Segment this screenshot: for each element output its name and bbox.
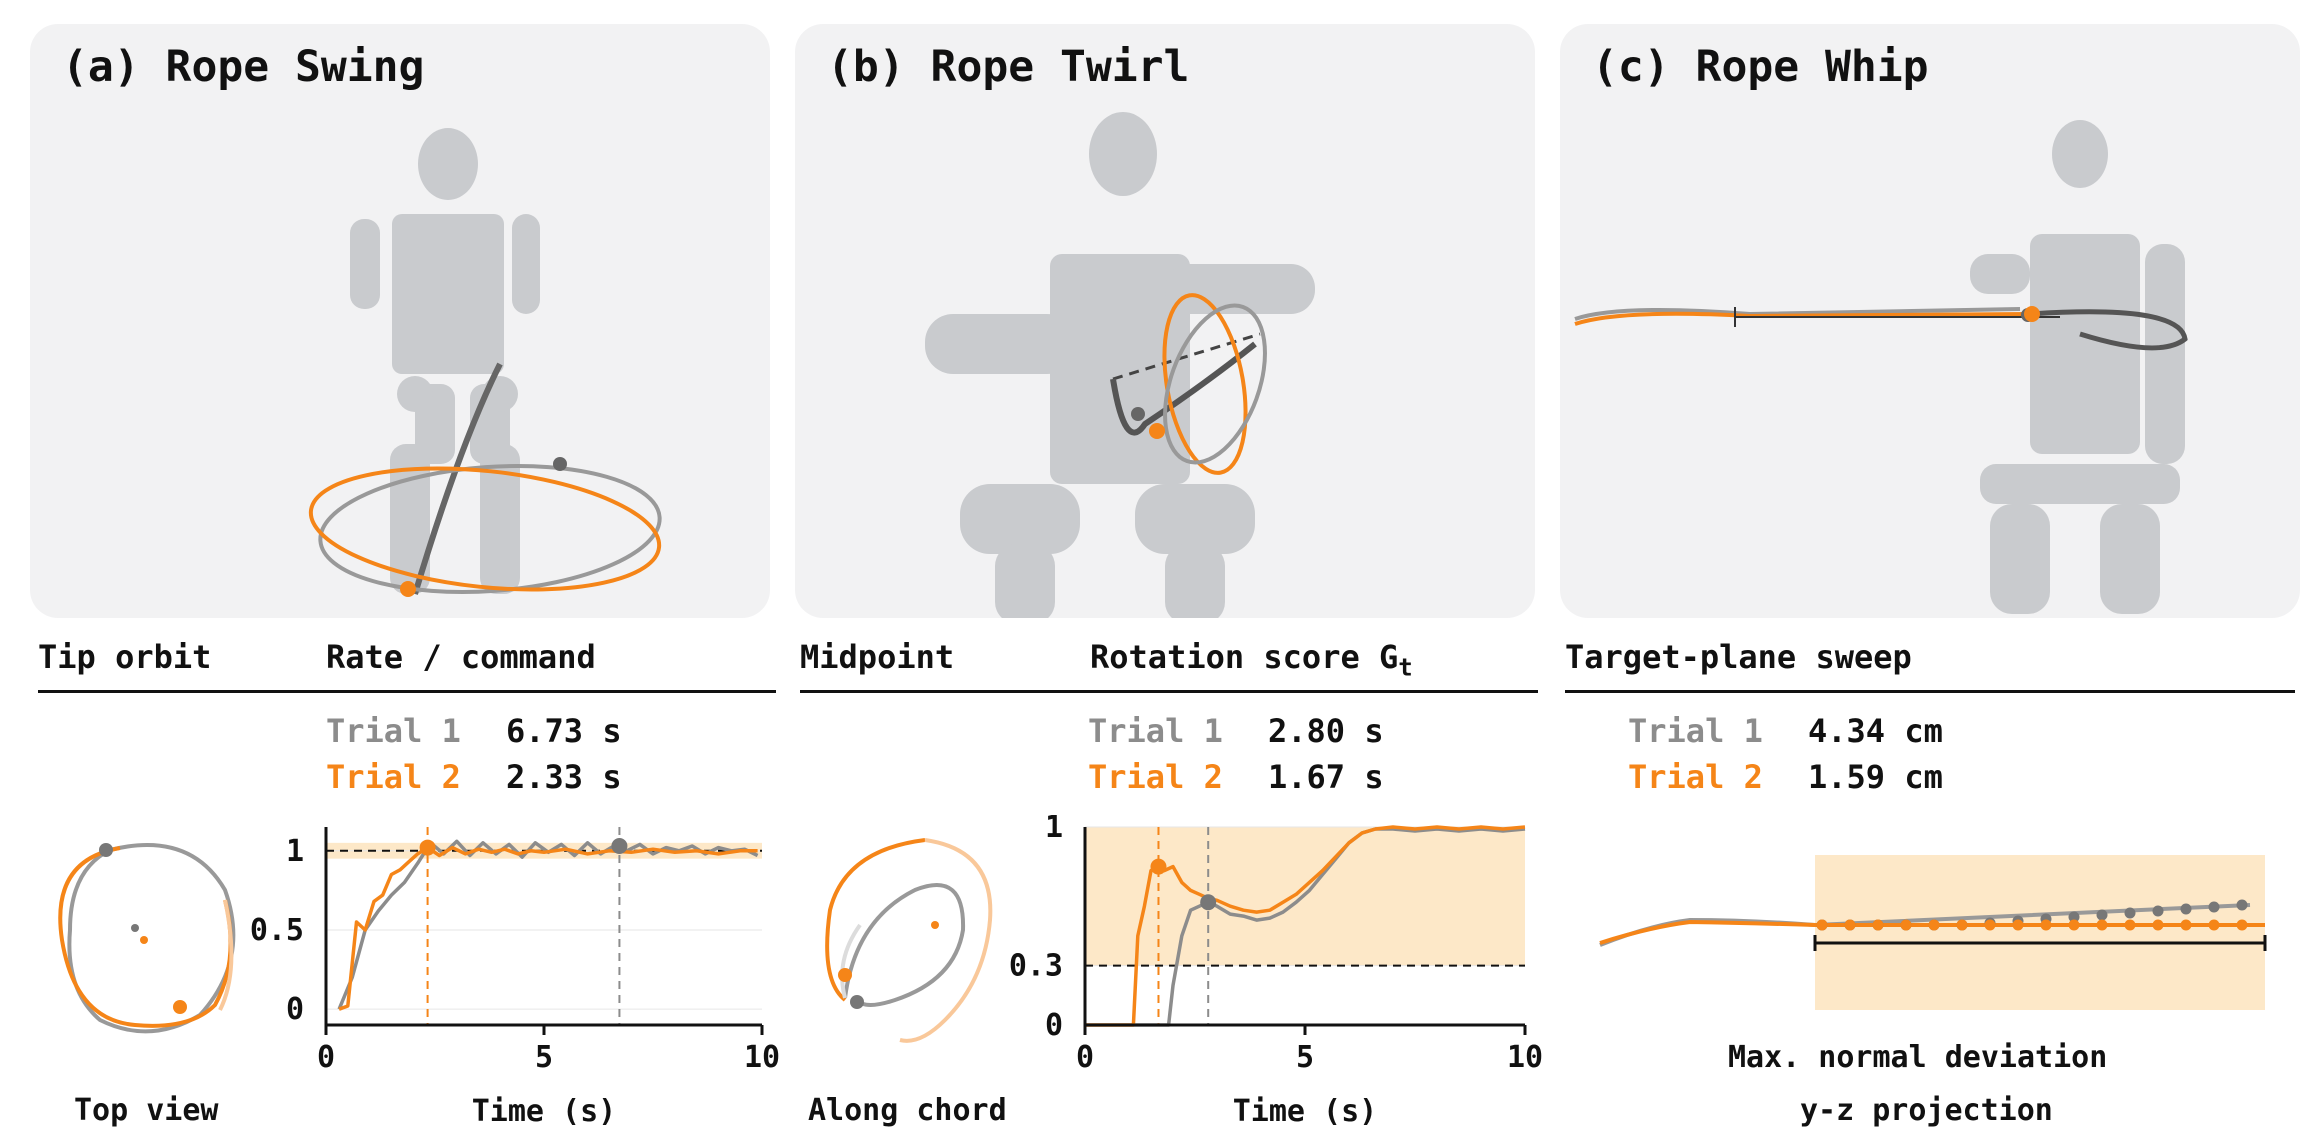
section-rate-command: Rate / command — [326, 638, 596, 676]
caption-along-chord: Along chord — [808, 1093, 1007, 1128]
panel-b-title: (b) Rope Twirl — [827, 42, 1190, 92]
projection-point-trial2 — [2208, 919, 2220, 931]
projection-point-trial1 — [2096, 909, 2108, 921]
rotation-score-label: Rotation score G — [1090, 638, 1399, 676]
legend-c-trial1-value: 4.34 cm — [1808, 712, 1943, 750]
panel-a-title: (a) Rope Swing — [62, 42, 425, 92]
projection-trial2 — [1599, 919, 2265, 945]
chart-rate-command: 0 5 10 0 0.5 1 Time (s) — [250, 827, 780, 1129]
section-target-plane: Target-plane sweep — [1565, 638, 1912, 676]
projection-point-trial1 — [2124, 907, 2136, 919]
x-tick-label: 0 — [1076, 1040, 1094, 1075]
legend-c-trial2-value: 1.59 cm — [1808, 758, 1943, 796]
panel-a-card: (a) Rope Swing — [30, 24, 770, 618]
caption-projection: y-z projection — [1800, 1093, 2053, 1128]
legend-b-trial1-value: 2.80 s — [1268, 712, 1384, 750]
y-tick-label: 0 — [1045, 1008, 1063, 1043]
section-tip-orbit: Tip orbit — [38, 638, 212, 676]
y-tick-label: 0 — [286, 992, 304, 1027]
y-tick-label: 1 — [1045, 815, 1063, 845]
projection-point-trial1 — [2152, 905, 2164, 917]
deviation-band — [1815, 855, 2265, 1010]
projection-point-trial2 — [1984, 919, 1996, 931]
x-tick-label: 10 — [744, 1040, 780, 1075]
x-tick-label: 0 — [317, 1040, 335, 1075]
panel-b-card: (b) Rope Twirl — [795, 24, 1535, 618]
legend-a-trial1: Trial 1 — [326, 712, 461, 750]
rotation-score-subscript: t — [1398, 653, 1413, 682]
projection-point-trial2 — [1928, 919, 1940, 931]
caption-top-view: Top view — [74, 1093, 219, 1128]
projection-point-trial2 — [1956, 919, 1968, 931]
projection-point-trial2 — [2152, 919, 2164, 931]
chart-target-plane — [1599, 855, 2267, 1010]
projection-point-trial2 — [2012, 919, 2024, 931]
x-axis-label: Time (s) — [472, 1094, 617, 1129]
legend-b-trial2: Trial 2 — [1088, 758, 1223, 796]
rule-a — [38, 690, 776, 693]
y-tick-label: 0.5 — [250, 913, 304, 948]
legend-c-trial2: Trial 2 — [1628, 758, 1763, 796]
legend-b-trial2-value: 1.67 s — [1268, 758, 1384, 796]
marker-dot — [611, 838, 628, 855]
projection-point-trial2 — [2236, 919, 2248, 931]
caption-max-deviation: Max. normal deviation — [1728, 1040, 2108, 1075]
panel-c-card: (c) Rope Whip — [1560, 24, 2300, 618]
projection-point-trial2 — [1900, 919, 1912, 931]
series-line-2 — [338, 845, 758, 1011]
x-tick-label: 5 — [1296, 1040, 1314, 1075]
legend-a-trial2-value: 2.33 s — [506, 758, 622, 796]
section-midpoint: Midpoint — [800, 638, 955, 676]
projection-point-trial2 — [2180, 919, 2192, 931]
projection-point-trial1 — [2068, 911, 2080, 923]
rule-b — [800, 690, 1538, 693]
projection-point-trial2 — [2040, 919, 2052, 931]
section-rotation-score: Rotation score Gt — [1090, 638, 1413, 681]
series-line-1 — [1085, 827, 1526, 1027]
along-chord-orbit — [825, 838, 993, 1043]
legend-b-trial1: Trial 1 — [1088, 712, 1223, 750]
panel-a-scene — [308, 128, 662, 597]
top-view-orbit — [58, 843, 236, 1034]
y-tick-label: 0.3 — [1010, 949, 1063, 984]
panel-c-title: (c) Rope Whip — [1592, 42, 1929, 92]
panel-b-scene — [925, 112, 1315, 618]
projection-point-trial2 — [1844, 919, 1856, 931]
projection-point-trial1 — [2236, 899, 2248, 911]
rule-c — [1565, 690, 2295, 693]
x-axis-label: Time (s) — [1233, 1094, 1378, 1129]
panel-c-scene — [1574, 120, 2188, 614]
robot-b — [925, 112, 1315, 618]
robot-a — [350, 128, 540, 594]
projection-point-trial2 — [2096, 919, 2108, 931]
projection-point-trial2 — [1816, 919, 1828, 931]
projection-point-trial2 — [1872, 919, 1884, 931]
projection-point-trial2 — [2124, 919, 2136, 931]
marker-dot — [1150, 858, 1167, 875]
projection-point-trial2 — [2068, 919, 2080, 931]
legend-a-trial2: Trial 2 — [326, 758, 461, 796]
x-tick-label: 5 — [535, 1040, 553, 1075]
legend-a-trial1-value: 6.73 s — [506, 712, 622, 750]
projection-points-trial2 — [1816, 919, 2248, 931]
robot-c — [1970, 120, 2185, 614]
chart-rotation-score: 0 5 10 0 0.3 1 Time (s) — [1010, 815, 1543, 1129]
y-tick-label: 1 — [286, 834, 304, 869]
legend-c-trial1: Trial 1 — [1628, 712, 1763, 750]
marker-dot — [419, 839, 436, 856]
projection-point-trial1 — [2180, 903, 2192, 915]
projection-point-trial1 — [2208, 901, 2220, 913]
x-tick-label: 10 — [1507, 1040, 1543, 1075]
marker-dot — [1200, 894, 1217, 911]
